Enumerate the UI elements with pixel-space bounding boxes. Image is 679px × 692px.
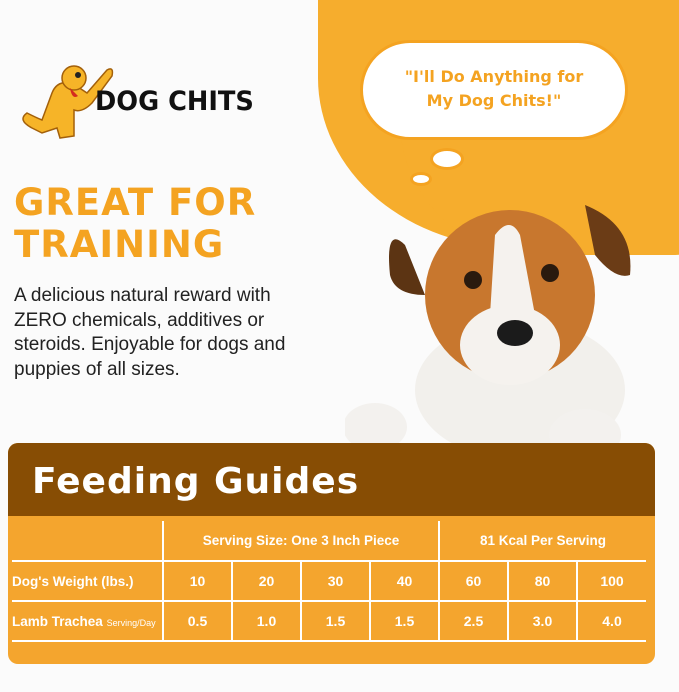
- weight-label: Dog's Weight (lbs.): [12, 560, 163, 602]
- serving-cell: 0.5: [162, 600, 232, 642]
- dog-photo: [345, 205, 631, 455]
- serving-cell: 1.0: [231, 600, 301, 642]
- serving-size-header: Serving Size: One 3 Inch Piece: [162, 521, 439, 561]
- weight-cell: 80: [507, 560, 577, 602]
- feeding-table: Serving Size: One 3 Inch Piece 81 Kcal P…: [12, 521, 646, 642]
- feeding-guide-title: Feeding Guides: [32, 461, 360, 502]
- thought-puff: [410, 172, 432, 186]
- table-header-row: Serving Size: One 3 Inch Piece 81 Kcal P…: [12, 521, 646, 561]
- bubble-quote: "I'll Do Anything for My Dog Chits!": [404, 67, 584, 110]
- weight-cell: 20: [231, 560, 301, 602]
- serving-cell: 4.0: [576, 600, 646, 642]
- headline-line2: TRAINING: [14, 223, 225, 266]
- weight-cell: 100: [576, 560, 646, 602]
- serving-cell: 1.5: [369, 600, 439, 642]
- serving-cell: 3.0: [507, 600, 577, 642]
- serving-label-text: Lamb Trachea: [12, 613, 103, 629]
- weight-cell: 30: [300, 560, 370, 602]
- headline-line1: GREAT FOR: [14, 181, 257, 224]
- serving-cell: 2.5: [438, 600, 508, 642]
- weight-cell: 10: [162, 560, 232, 602]
- description: A delicious natural reward with ZERO che…: [14, 285, 286, 380]
- serving-label: Lamb Trachea Serving/Day: [12, 600, 163, 642]
- table-row-serving: Lamb Trachea Serving/Day 0.5 1.0 1.5 1.5…: [12, 600, 646, 642]
- feeding-guide-header: Feeding Guides: [8, 443, 655, 516]
- weight-cell: 60: [438, 560, 508, 602]
- feeding-guide-panel: Feeding Guides Serving Size: One 3 Inch …: [8, 443, 655, 664]
- thought-puff: [430, 148, 464, 170]
- serving-cell: 1.5: [300, 600, 370, 642]
- kcal-header: 81 Kcal Per Serving: [438, 521, 646, 561]
- speech-cloud: "I'll Do Anything for My Dog Chits!": [360, 40, 628, 140]
- serving-unit: Serving/Day: [106, 617, 156, 628]
- table-row-weight: Dog's Weight (lbs.) 10 20 30 40 60 80 10…: [12, 560, 646, 602]
- headline: GREAT FOR TRAINING: [14, 182, 256, 266]
- weight-cell: 40: [369, 560, 439, 602]
- dog-mascot-logo-icon: [22, 65, 114, 139]
- brand-name: DOG CHITS: [95, 86, 254, 117]
